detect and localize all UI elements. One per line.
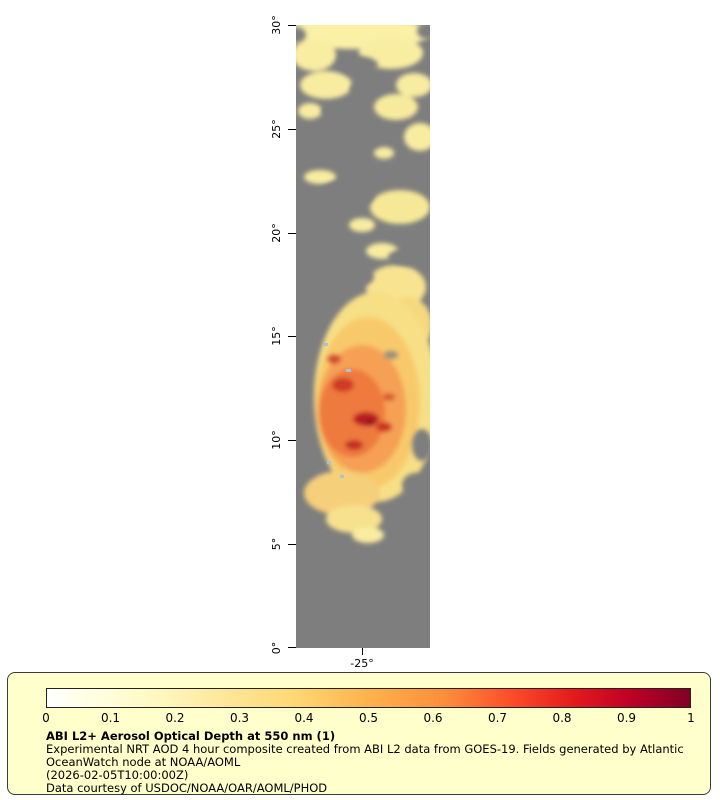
lat-label: 30° — [270, 15, 283, 35]
aod-map — [296, 25, 430, 648]
product-timestamp: (2026-02-05T10:00:00Z) — [46, 768, 189, 782]
colorbar-wrap: 0 0.1 0.2 0.3 0.4 0.5 0.6 0.7 0.8 0.9 1 — [42, 688, 695, 726]
colorbar-tick: 1 — [687, 711, 695, 725]
lat-tick — [288, 25, 296, 26]
product-description-line1: Experimental NRT AOD 4 hour composite cr… — [46, 742, 684, 756]
colorbar-tick: 0.1 — [100, 711, 121, 725]
lat-label: 20° — [270, 223, 283, 243]
lat-label: 5° — [270, 537, 283, 551]
colorbar-tick: 0 — [42, 711, 50, 725]
aerosol-field — [296, 25, 430, 543]
colorbar-tick: 0.8 — [552, 711, 572, 725]
product-description-line2: OceanWatch node at NOAA/AOML — [46, 755, 241, 769]
colorbar — [46, 688, 691, 708]
lon-label: -25° — [350, 657, 374, 670]
lat-label: 15° — [270, 326, 283, 346]
colorbar-tick: 0.6 — [423, 711, 443, 725]
product-title: ABI L2+ Aerosol Optical Depth at 550 nm … — [46, 729, 336, 743]
lat-tick — [288, 647, 296, 648]
legend-text: ABI L2+ Aerosol Optical Depth at 550 nm … — [46, 730, 684, 795]
colorbar-tick: 0.2 — [165, 711, 185, 725]
lat-label: 25° — [270, 119, 283, 139]
lat-tick — [288, 336, 296, 337]
colorbar-tick: 0.5 — [358, 711, 379, 725]
colorbar-ticks: 0 0.1 0.2 0.3 0.4 0.5 0.6 0.7 0.8 0.9 1 — [42, 711, 695, 726]
lat-tick — [288, 233, 296, 234]
low-value-specks — [324, 343, 351, 478]
lat-tick — [288, 544, 296, 545]
lat-label: 10° — [270, 430, 283, 450]
lat-tick — [288, 440, 296, 441]
colorbar-tick: 0.7 — [487, 711, 508, 725]
data-courtesy: Data courtesy of USDOC/NOAA/OAR/AOML/PHO… — [46, 781, 328, 795]
colorbar-tick: 0.3 — [229, 711, 250, 725]
legend-panel: 0 0.1 0.2 0.3 0.4 0.5 0.6 0.7 0.8 0.9 1 … — [7, 672, 711, 795]
lat-tick — [288, 129, 296, 130]
colorbar-tick: 0.9 — [616, 711, 637, 725]
cloud-gaps — [296, 25, 430, 497]
lon-tick — [362, 648, 363, 655]
colorbar-tick: 0.4 — [294, 711, 314, 725]
lat-label: 0° — [270, 641, 283, 655]
